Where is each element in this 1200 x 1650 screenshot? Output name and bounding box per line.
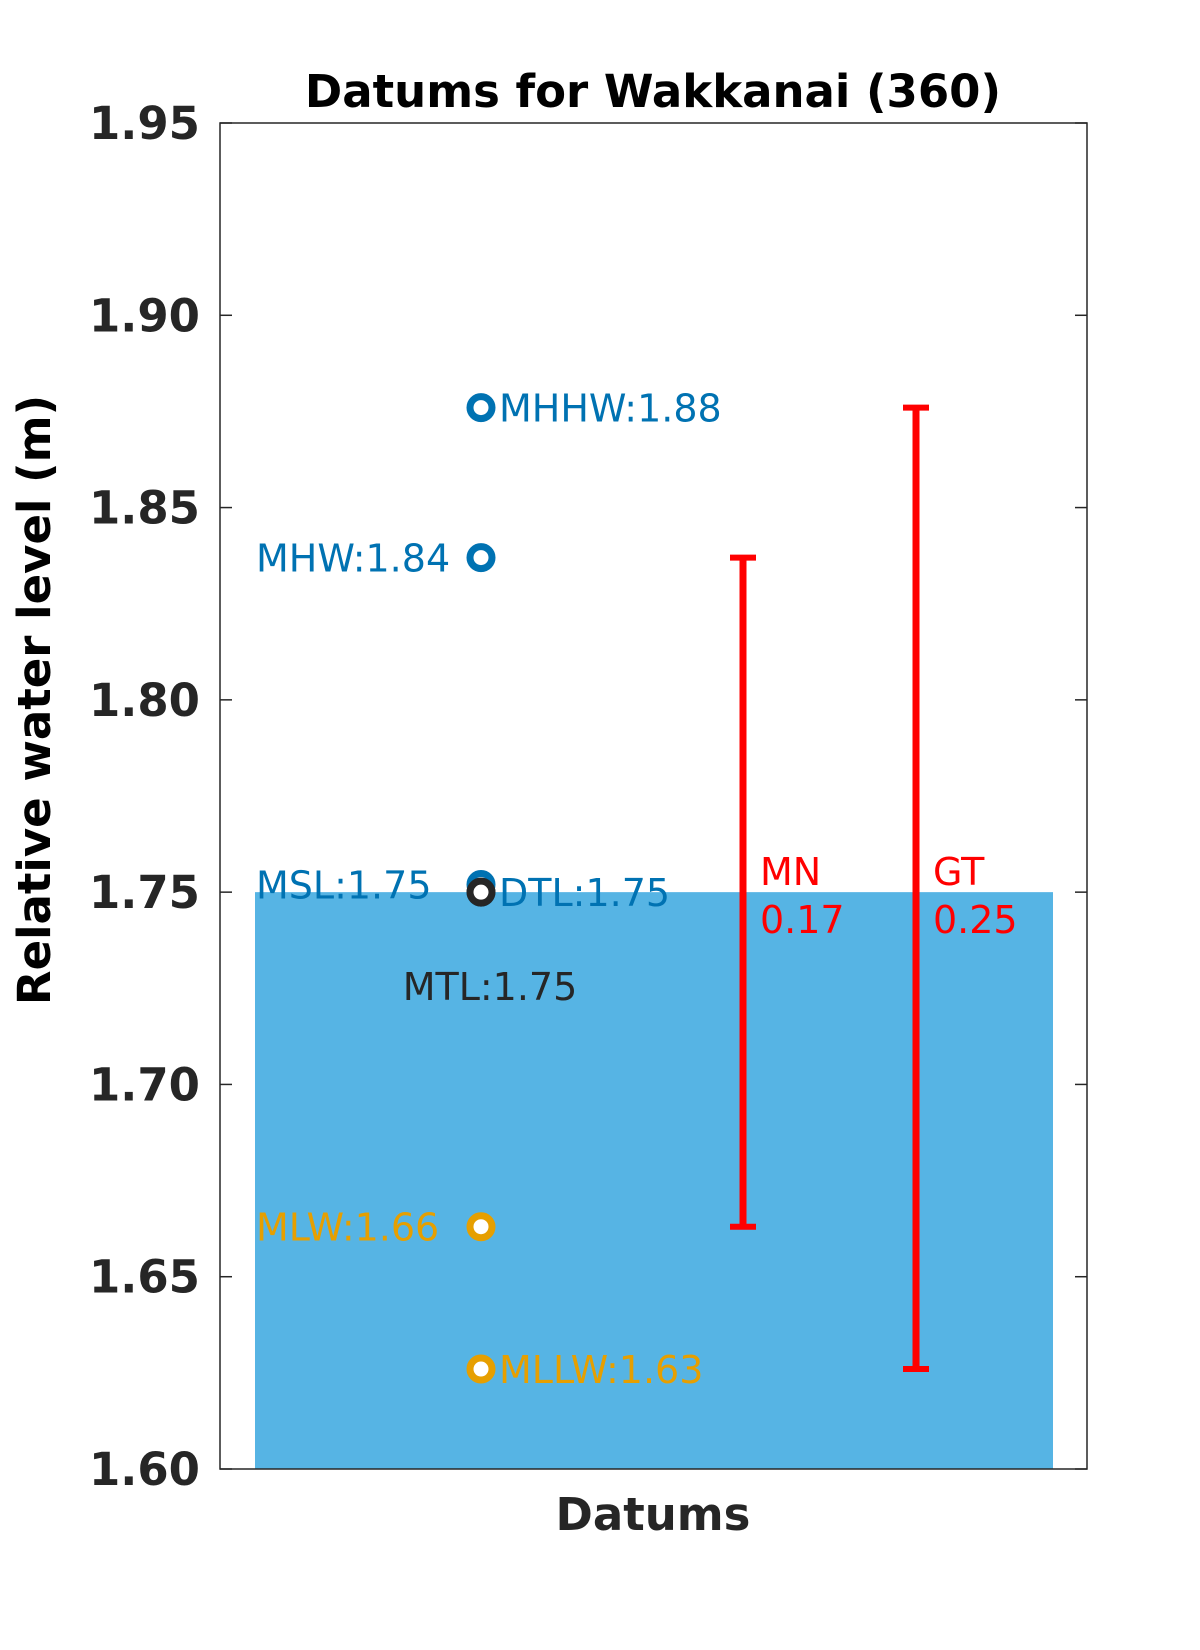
datum-label: MTL:1.75: [403, 965, 578, 1009]
y-tick-label: 1.85: [89, 482, 200, 535]
y-tick-label: 1.60: [89, 1443, 200, 1496]
y-tick-label: 1.65: [89, 1251, 200, 1304]
datum-marker: [466, 877, 496, 907]
datum-label: MLW:1.66: [256, 1206, 439, 1250]
water-level-fill: [255, 892, 1053, 1469]
range-value-label: 0.17: [760, 898, 845, 942]
y-axis-label: Relative water level (m): [8, 395, 61, 1005]
datum-label: MHW:1.84: [256, 537, 450, 581]
plot-area: 1.60 1.65 1.70 1.75 1.80 1.85 1.90 1.95 MHHW:1.8…: [89, 97, 1088, 1496]
range-name-label: MN: [760, 850, 821, 894]
range-value-label: 0.25: [933, 898, 1018, 942]
datum-marker: [466, 543, 496, 573]
datum-label: MSL:1.75: [256, 863, 432, 907]
datum-marker: [466, 1212, 496, 1242]
axes-frame: [219, 122, 1088, 1470]
y-tick-label: 1.90: [89, 289, 200, 342]
datum-marker: [466, 1354, 496, 1384]
datum-label: DTL:1.75: [499, 871, 670, 915]
datum-marker: [466, 393, 496, 423]
x-axis-label: Datums: [556, 1488, 751, 1541]
datum-label: MLLW:1.63: [499, 1348, 703, 1392]
y-tick-label: 1.75: [89, 866, 200, 919]
y-tick-label: 1.70: [89, 1058, 200, 1111]
chart-title: Datums for Wakkanai (360): [305, 65, 1001, 118]
range-name-label: GT: [933, 850, 985, 894]
y-tick-label: 1.80: [89, 674, 200, 727]
y-tick-label: 1.95: [89, 97, 200, 150]
datum-label: MHHW:1.88: [499, 387, 722, 431]
